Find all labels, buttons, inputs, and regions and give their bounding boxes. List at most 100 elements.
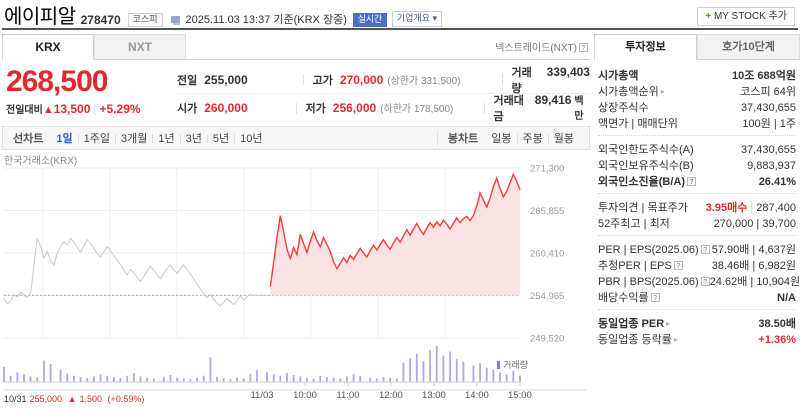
intraday-chart[interactable]: 한국거래소(KRX) 271,300 265,855 260,410 254,965 2… xyxy=(2,150,590,405)
prev-day-close: 255,000 xyxy=(29,394,63,404)
page-title: 에이피알 xyxy=(4,6,76,28)
change-value: 13,500 xyxy=(53,101,91,116)
info-row: PBR | BPS(2025.06)? 24.62배 | 10,904원 xyxy=(598,273,800,289)
divider xyxy=(501,74,503,85)
period-1y[interactable]: 1년 xyxy=(158,133,175,145)
prev-day-arrow-icon: ▲ xyxy=(67,394,77,404)
period-3y[interactable]: 3년 xyxy=(185,133,202,145)
amount-value: 89,416 xyxy=(534,93,572,107)
period-5y[interactable]: 5년 xyxy=(212,133,230,145)
info-value: 코스피 64위 xyxy=(740,86,796,98)
tab-investment-info[interactable]: 투자정보 xyxy=(594,34,697,60)
divider: | xyxy=(93,101,97,116)
info-label: 액면가 | 매매단위 xyxy=(598,118,678,130)
quote-timestamp: 2025.11.03 13:37 기준(KRX 장중) xyxy=(185,14,347,26)
divider xyxy=(295,102,297,114)
volume-cell: 거래량 339,403 xyxy=(511,64,590,96)
info-row: 투자의견 | 목표주가 3.95매수 | 287,400 xyxy=(598,199,796,215)
company-overview-dropdown[interactable]: 기업개요 ▾ xyxy=(391,11,442,27)
chevron-right-icon: ▸ xyxy=(660,87,665,96)
period-3m[interactable]: 3개월 xyxy=(120,133,148,145)
help-icon[interactable]: ? xyxy=(650,293,660,302)
help-icon[interactable]: ? xyxy=(579,43,588,52)
content-area: KRX NXT 넥스트레이드(NXT)? 268,500 전일대비▲13,500… xyxy=(0,30,800,405)
info-label: 배당수익률? xyxy=(598,289,660,305)
info-row: PER | EPS(2025.06)? 57.90배 | 4,637원 xyxy=(598,241,796,257)
volume-label: 거래량 xyxy=(511,66,532,95)
price-change-row: 전일대비▲13,500 | +5.29% xyxy=(6,101,177,116)
info-value: 26.41% xyxy=(758,176,796,188)
info-group: PER | EPS(2025.06)? 57.90배 | 4,637원 추정PER … xyxy=(598,235,800,309)
help-icon[interactable]: ? xyxy=(687,177,696,186)
company-overview-label: 기업개요 xyxy=(396,13,430,24)
nxt-note: 넥스트레이드(NXT)? xyxy=(495,39,588,54)
change-arrow-icon: ▲ xyxy=(42,103,54,116)
current-price-block: 268,500 전일대비▲13,500 | +5.29% xyxy=(2,66,177,122)
info-row: 외국인보유주식수(B) 9,883,937 xyxy=(598,157,796,173)
info-label: PER | EPS(2025.06)? xyxy=(598,244,710,256)
amount-label: 거래대금 xyxy=(493,95,524,123)
info-row: 시가총액 10조 688억원 xyxy=(598,67,796,83)
prev-day-summary: 10/31 255,000 ▲ 1,500 (+0.59%) xyxy=(4,394,144,404)
investment-opinion: 3.95매수 xyxy=(705,202,748,214)
period-weekly-candle[interactable]: 주봉 xyxy=(522,133,543,145)
change-label: 전일대비 xyxy=(6,104,43,116)
period-monthly-candle[interactable]: 월봉 xyxy=(553,133,574,145)
info-tab-bar: 투자정보 호가10단계 xyxy=(594,30,800,60)
info-value: 10조 688억원 xyxy=(731,70,796,82)
svg-text:265,855: 265,855 xyxy=(530,206,564,217)
info-label: 시가총액순위 ▸ xyxy=(598,86,665,98)
info-value: 270,000 | 39,700 xyxy=(713,218,796,230)
tab-nxt[interactable]: NXT xyxy=(94,34,186,60)
info-label: 투자의견 | 목표주가 xyxy=(598,202,688,214)
volume-legend-swatch xyxy=(497,361,501,369)
info-value: 57.90배 | 4,637원 xyxy=(711,244,796,256)
info-row: 배당수익률? N/A xyxy=(598,289,796,305)
info-row: 추정PER | EPS? 38.46배 | 6,982원 xyxy=(598,257,796,273)
help-icon[interactable]: ? xyxy=(700,277,710,286)
help-icon[interactable]: ? xyxy=(700,245,710,254)
add-mystock-button[interactable]: + MY STOCK 추가 xyxy=(697,7,795,26)
realtime-badge[interactable]: 실시간 xyxy=(352,13,387,27)
market-tag: 코스피 xyxy=(127,13,163,27)
period-10y[interactable]: 10년 xyxy=(240,133,263,145)
chart-canvas: 271,300 265,855 260,410 254,965 249,520 11/03… xyxy=(3,164,586,401)
candle-chart-label: 봉차트 xyxy=(447,133,479,145)
chevron-down-icon: ▾ xyxy=(432,13,437,24)
svg-text:10:00: 10:00 xyxy=(293,390,317,401)
help-icon[interactable]: ? xyxy=(673,261,683,270)
right-column: 투자정보 호가10단계 시가총액 10조 688억원 시가총액순위 ▸ 코스피 64위 상… xyxy=(594,30,800,405)
high-label: 고가 xyxy=(312,74,333,87)
info-label: 추정PER | EPS? xyxy=(598,257,683,273)
investment-info-panel: 시가총액 10조 688억원 시가총액순위 ▸ 코스피 64위 상장주식수 37,430,6… xyxy=(594,60,800,351)
info-value: 37,430,655 xyxy=(740,102,796,114)
chevron-right-icon: ▸ xyxy=(673,335,678,344)
tab-krx[interactable]: KRX xyxy=(2,34,94,60)
add-mystock-label: MY STOCK 추가 xyxy=(713,11,787,22)
volume-legend: 거래량 xyxy=(497,358,528,371)
exchange-tab-bar: KRX NXT 넥스트레이드(NXT)? xyxy=(2,30,590,60)
low-value: 256,000 xyxy=(332,101,377,115)
info-label: 52주최고 | 최저 xyxy=(598,218,670,230)
period-1d[interactable]: 1일 xyxy=(56,133,73,145)
info-row: 액면가 | 매매단위 100원 | 1주 xyxy=(598,115,796,131)
period-1w[interactable]: 1주일 xyxy=(83,133,110,145)
amount-cell: 거래대금 89,416 백만 xyxy=(494,92,590,124)
period-daily-candle[interactable]: 일봉 xyxy=(491,133,512,145)
nxt-note-label: 넥스트레이드(NXT) xyxy=(495,43,577,54)
candle-chart-group: 봉차트 일봉 주봉 월봉 xyxy=(436,130,589,146)
prev-day-change: 1,500 xyxy=(79,394,103,404)
divider xyxy=(483,102,485,114)
info-label: 동일업종 등락률 ▸ xyxy=(598,334,678,346)
info-value: 9,883,937 xyxy=(747,160,796,172)
volume-legend-label: 거래량 xyxy=(503,360,528,370)
quote-row-top: 전일 255,000 고가 270,000 (상한가 331,500) 거래량 xyxy=(177,64,590,96)
low-cell: 저가 256,000 (하한가 178,500) xyxy=(306,100,475,116)
info-value: 38.50배 xyxy=(758,318,796,330)
tab-order-book[interactable]: 호가10단계 xyxy=(697,34,800,60)
quote-row-bottom: 시가 260,000 저가 256,000 (하한가 178,500) 거래대금 xyxy=(177,92,590,124)
price-summary: 268,500 전일대비▲13,500 | +5.29% 전일 255,000 고가 xyxy=(2,60,590,126)
info-row: 동일업종 PER ▸ 38.50배 xyxy=(598,315,796,331)
low-label: 저가 xyxy=(305,103,326,115)
